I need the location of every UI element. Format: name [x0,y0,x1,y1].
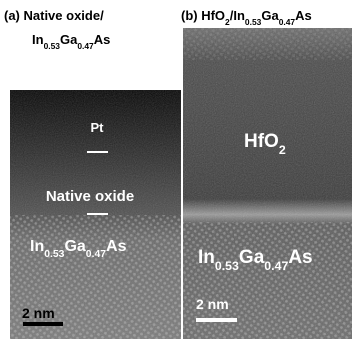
label-native-oxide: Native oxide [46,188,134,205]
tem-image-b [183,28,352,339]
panel-b-title: (b) HfO2/In0.53Ga0.47As [181,8,312,27]
scale-bar-label: 2 nm [196,296,229,312]
panel-a-title: (a) Native oxide/ [4,8,104,23]
scale-bar [196,318,237,322]
scale-bar-label: 2 nm [22,305,55,321]
panel-a-title-formula: In0.53Ga0.47As [32,32,110,51]
figure: (a) Native oxide/ In0.53Ga0.47As (b) HfO… [0,0,352,339]
scale-bar [23,322,63,326]
label-pt: Pt [91,120,105,135]
